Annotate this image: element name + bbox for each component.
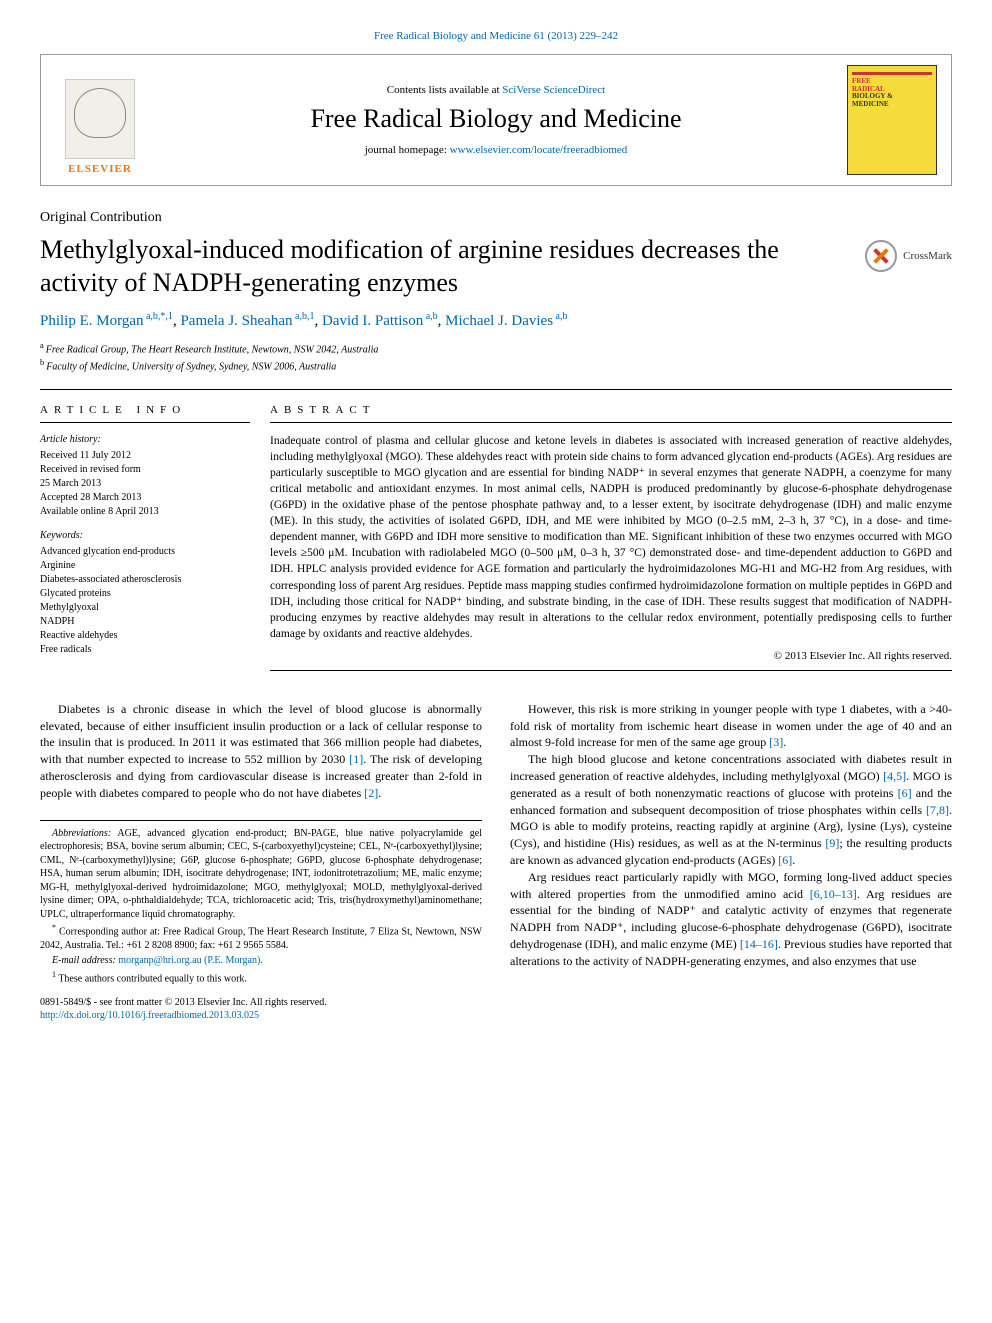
cover-line4: MEDICINE [852,100,889,108]
history-line: Accepted 28 March 2013 [40,491,250,505]
keyword-line: Diabetes-associated atherosclerosis [40,573,250,587]
affiliations: a Free Radical Group, The Heart Research… [40,340,952,375]
footnotes: Abbreviations: AGE, advanced glycation e… [40,820,482,986]
ref-link[interactable]: [6] [898,786,912,800]
contents-prefix: Contents lists available at [387,84,502,96]
article-title: Methylglyoxal-induced modification of ar… [40,234,845,299]
abbreviations-footnote: Abbreviations: AGE, advanced glycation e… [40,827,482,922]
elsevier-wordmark: ELSEVIER [68,163,132,175]
elsevier-logo: ELSEVIER [55,65,145,175]
abstract-copyright: © 2013 Elsevier Inc. All rights reserved… [270,650,952,662]
keyword-line: Reactive aldehydes [40,629,250,643]
authors-list: Philip E. Morgan a,b,*,1, Pamela J. Shea… [40,311,952,330]
author-name-link[interactable]: Philip E. Morgan [40,313,143,329]
article-type: Original Contribution [40,210,952,226]
author-name-link[interactable]: Pamela J. Sheahan [180,313,292,329]
ref-link[interactable]: [6] [778,853,792,867]
crossmark-icon [865,240,897,272]
body-two-column: Diabetes is a chronic disease in which t… [40,701,952,1023]
keyword-line: Advanced glycation end-products [40,545,250,559]
ref-link[interactable]: [1] [349,752,363,766]
article-history-block: Article history: Received 11 July 2012Re… [40,433,250,519]
email-footnote: E-mail address: morganp@hri.org.au (P.E.… [40,954,482,968]
article-info-heading: ARTICLE INFO [40,404,250,423]
keywords-label: Keywords: [40,529,250,543]
doi-link[interactable]: http://dx.doi.org/10.1016/j.freeradbiome… [40,1010,259,1021]
journal-header: ELSEVIER Contents lists available at Sci… [40,54,952,186]
body-left-p1: Diabetes is a chronic disease in which t… [40,701,482,802]
front-matter-line1: 0891-5849/$ - see front matter © 2013 El… [40,996,482,1010]
history-line: Available online 8 April 2013 [40,505,250,519]
top-citation-link: Free Radical Biology and Medicine 61 (20… [40,30,952,42]
title-row: Methylglyoxal-induced modification of ar… [40,234,952,311]
sciencedirect-link[interactable]: SciVerse ScienceDirect [502,84,605,96]
rule-abstract-bottom [270,670,952,671]
ref-link[interactable]: [14–16] [740,937,778,951]
ref-link[interactable]: [6,10–13] [810,887,857,901]
author-affil-sup: a,b [423,311,437,322]
ref-link[interactable]: [3] [769,735,783,749]
keyword-line: Methylglyoxal [40,601,250,615]
cover-title: FREE RADICAL BIOLOGY & MEDICINE [852,72,932,109]
affiliation-line: b Faculty of Medicine, University of Syd… [40,357,952,374]
author-affil-sup: a,b,*,1 [143,311,172,322]
keywords-block: Keywords: Advanced glycation end-product… [40,529,250,657]
history-line: Received in revised form [40,463,250,477]
citation-link[interactable]: Free Radical Biology and Medicine 61 (20… [374,30,618,42]
author-affil-sup: a,b,1 [293,311,315,322]
homepage-line: journal homepage: www.elsevier.com/locat… [157,144,835,156]
history-line: Received 11 July 2012 [40,449,250,463]
ref-link[interactable]: [4,5] [883,769,906,783]
journal-name: Free Radical Biology and Medicine [157,104,835,134]
keyword-line: NADPH [40,615,250,629]
rule-top [40,389,952,390]
keyword-line: Glycated proteins [40,587,250,601]
abstract-heading: ABSTRACT [270,404,952,423]
correspondence-footnote: * Corresponding author at: Free Radical … [40,923,482,952]
crossmark-badge[interactable]: CrossMark [865,240,952,272]
journal-cover-thumbnail: FREE RADICAL BIOLOGY & MEDICINE [847,65,937,175]
body-right-p3: Arg residues react particularly rapidly … [510,869,952,970]
ref-link[interactable]: [9] [825,836,839,850]
author-email-link[interactable]: morganp@hri.org.au (P.E. Morgan). [118,955,262,966]
body-right-column: However, this risk is more striking in y… [510,701,952,1023]
author-name-link[interactable]: David I. Pattison [322,313,423,329]
body-left-column: Diabetes is a chronic disease in which t… [40,701,482,1023]
equal-contribution-footnote: 1 These authors contributed equally to t… [40,970,482,986]
affiliation-line: a Free Radical Group, The Heart Research… [40,340,952,357]
front-matter: 0891-5849/$ - see front matter © 2013 El… [40,996,482,1023]
contents-line: Contents lists available at SciVerse Sci… [157,84,835,96]
keyword-line: Free radicals [40,643,250,657]
elsevier-tree-icon [65,79,135,159]
history-label: Article history: [40,433,250,447]
header-center: Contents lists available at SciVerse Sci… [157,84,835,156]
history-line: 25 March 2013 [40,477,250,491]
abstract-column: ABSTRACT Inadequate control of plasma an… [270,404,952,671]
homepage-prefix: journal homepage: [365,144,450,156]
ref-link[interactable]: [2] [364,786,378,800]
abstract-text: Inadequate control of plasma and cellula… [270,433,952,642]
crossmark-label: CrossMark [903,250,952,262]
article-info-column: ARTICLE INFO Article history: Received 1… [40,404,270,671]
body-right-p2: The high blood glucose and ketone concen… [510,751,952,869]
homepage-link[interactable]: www.elsevier.com/locate/freeradbiomed [450,144,628,156]
body-right-p1: However, this risk is more striking in y… [510,701,952,751]
ref-link[interactable]: [7,8] [926,803,949,817]
keyword-line: Arginine [40,559,250,573]
author-affil-sup: a,b [553,311,567,322]
info-abstract-row: ARTICLE INFO Article history: Received 1… [40,404,952,671]
author-name-link[interactable]: Michael J. Davies [445,313,553,329]
